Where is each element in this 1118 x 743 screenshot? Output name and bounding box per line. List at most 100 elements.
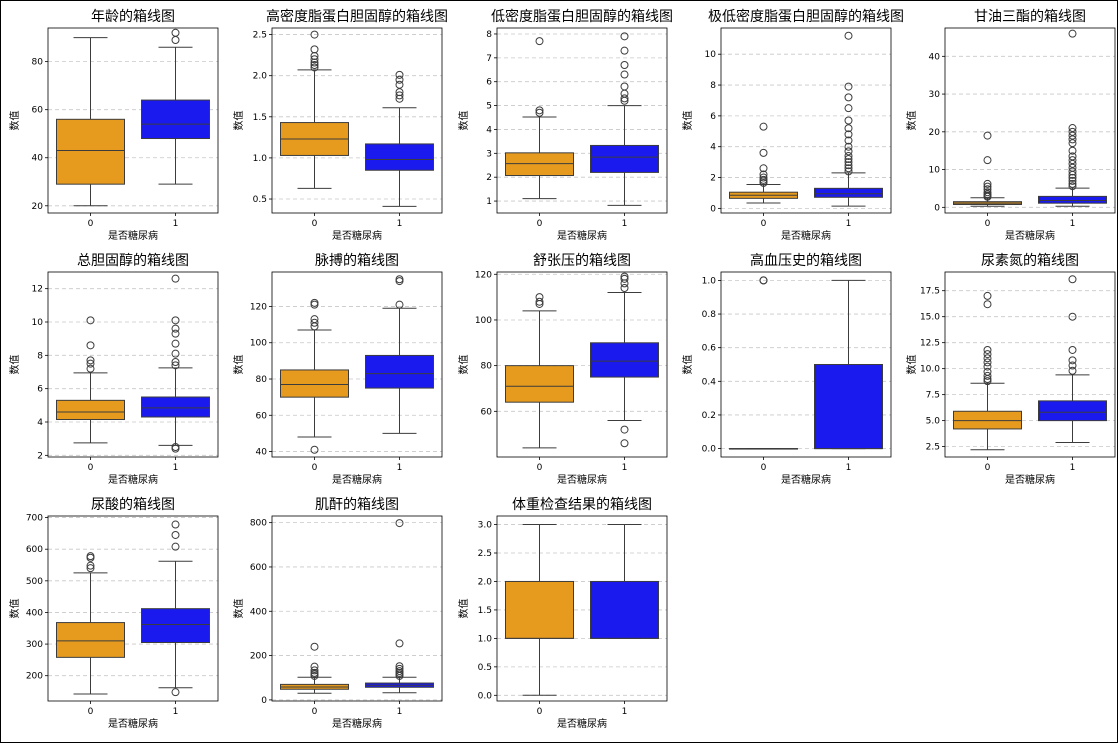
y-tick-label: 40: [929, 52, 941, 62]
y-tick-label: 0.2: [702, 411, 716, 421]
y-tick-label: 400: [250, 607, 267, 617]
y-tick-label: 2.0: [253, 72, 268, 82]
box-body: [365, 143, 434, 171]
outlier-point: [844, 82, 853, 91]
x-tick-label: 1: [173, 463, 179, 473]
outlier-point: [171, 444, 180, 453]
outlier-point: [1068, 124, 1077, 133]
y-tick-label: 10: [929, 166, 941, 176]
x-tick-label: 0: [88, 463, 94, 473]
y-tick-label: 0.5: [478, 663, 492, 673]
box-group-1: [365, 70, 434, 207]
outlier-point: [310, 318, 319, 327]
chart-title: 极低密度脂蛋白胆固醇的箱线图: [708, 8, 904, 25]
outlier-point: [620, 89, 629, 98]
outlier-point: [535, 106, 544, 115]
outlier-point: [310, 666, 319, 675]
outlier-point: [1068, 312, 1077, 321]
y-tick-label: 80: [256, 375, 268, 385]
box-group-1: [365, 275, 434, 434]
outlier-point: [1068, 345, 1077, 354]
outlier-point: [86, 341, 95, 350]
box-body: [365, 354, 434, 389]
x-tick-label: 1: [397, 219, 403, 229]
y-tick-label: 10: [32, 318, 44, 328]
outlier-point: [983, 291, 992, 300]
outlier-point: [844, 31, 853, 40]
outlier-point: [395, 75, 404, 84]
outlier-point: [759, 173, 768, 182]
outlier-point: [171, 349, 180, 358]
y-tick-label: 4: [37, 418, 43, 428]
y-tick-label: 8: [486, 30, 492, 40]
outlier-point: [171, 443, 180, 451]
box-group-0: [505, 37, 574, 200]
outlier-point: [1068, 179, 1077, 188]
y-tick-label: 5.0: [926, 417, 941, 427]
box-body: [56, 622, 125, 658]
y-tick-label: 2.5: [478, 549, 492, 559]
x-tick-label: 1: [397, 463, 403, 473]
outlier-point: [171, 520, 180, 529]
y-tick-label: 300: [26, 640, 43, 650]
chart-title: 年龄的箱线图: [91, 9, 175, 25]
y-tick-label: 60: [481, 407, 493, 417]
y-tick-label: 10.0: [920, 365, 940, 375]
y-tick-label: 8: [710, 81, 716, 91]
box-group-1: [590, 524, 659, 639]
outlier-point: [844, 164, 853, 173]
box-group-0: [505, 524, 574, 696]
x-axis-label: 是否糖尿病: [332, 717, 382, 730]
outlier-point: [395, 667, 404, 676]
outlier-point: [86, 552, 95, 561]
outlier-point: [1068, 29, 1077, 38]
box-body: [814, 364, 883, 450]
outlier-point: [535, 297, 544, 306]
outlier-point: [759, 122, 768, 131]
y-tick-label: 20: [32, 202, 44, 212]
box-group-0: [953, 291, 1022, 451]
axes-frame: [47, 27, 219, 214]
box-body: [1038, 400, 1107, 422]
outlier-point: [844, 158, 853, 167]
outlier-point: [1068, 176, 1077, 185]
box-body: [141, 608, 210, 643]
y-axis-label: 数值: [457, 355, 470, 375]
outlier-point: [983, 188, 992, 197]
outlier-point: [620, 274, 629, 283]
box-body: [590, 342, 659, 378]
y-tick-label: 60: [256, 411, 268, 421]
box-body: [590, 144, 659, 173]
box-group-0: [56, 37, 125, 207]
axes-frame: [496, 515, 668, 702]
y-tick-label: 700: [26, 514, 43, 524]
box-group-1: [1038, 29, 1107, 207]
outlier-point: [535, 37, 544, 46]
box-group-0: [953, 131, 1022, 207]
outlier-point: [171, 358, 180, 366]
box-group-0: [280, 298, 349, 454]
y-axis-label: 数值: [681, 355, 694, 375]
outlier-point: [844, 155, 853, 164]
outlier-point: [1068, 182, 1077, 191]
box-group-1: [141, 28, 210, 185]
outlier-point: [983, 185, 992, 194]
x-axis-label: 是否糖尿病: [108, 473, 158, 486]
y-tick-label: 0: [710, 204, 716, 214]
x-tick-label: 0: [312, 219, 318, 229]
axes-frame: [720, 27, 892, 214]
chart-title: 脉搏的箱线图: [315, 252, 399, 269]
y-tick-label: 4: [486, 125, 492, 135]
x-tick-label: 0: [88, 219, 94, 229]
outlier-point: [620, 94, 629, 103]
x-tick-label: 0: [985, 219, 991, 229]
x-axis-label: 是否糖尿病: [108, 717, 158, 730]
y-axis-label: 数值: [905, 111, 918, 131]
outlier-point: [1068, 135, 1077, 144]
outlier-point: [395, 639, 404, 648]
x-tick-label: 0: [537, 219, 543, 229]
outlier-point: [620, 61, 629, 69]
